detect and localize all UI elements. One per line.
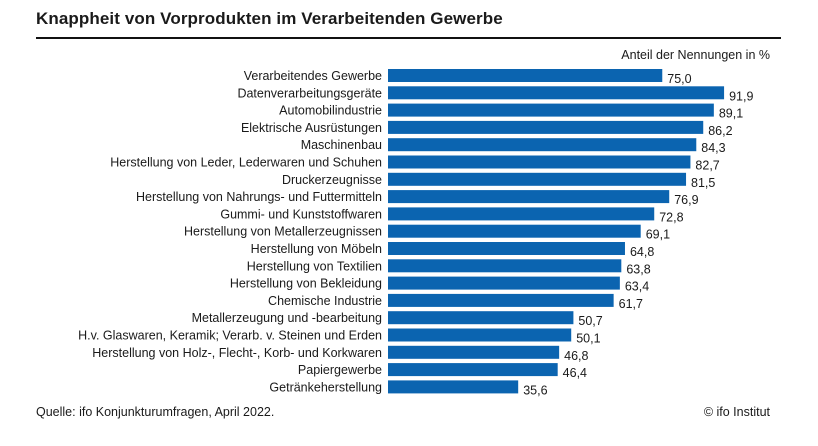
bar	[388, 86, 725, 100]
category-label: Herstellung von Nahrungs- und Futtermitt…	[136, 190, 382, 204]
bar	[388, 120, 704, 134]
value-label: 46,4	[563, 366, 587, 380]
value-label: 75,0	[667, 72, 691, 86]
value-label: 50,1	[576, 332, 600, 346]
category-label: Herstellung von Holz-, Flecht-, Korb- un…	[92, 346, 382, 360]
category-label: Druckerzeugnisse	[282, 173, 382, 187]
bar	[388, 190, 670, 204]
value-label: 72,8	[659, 210, 683, 224]
bar	[388, 259, 622, 273]
bar	[388, 224, 641, 238]
category-label: Herstellung von Metallerzeugnissen	[184, 225, 382, 239]
bar	[388, 155, 691, 169]
category-label: H.v. Glaswaren, Keramik; Verarb. v. Stei…	[78, 329, 382, 343]
bar	[388, 328, 572, 342]
category-label: Verarbeitendes Gewerbe	[244, 69, 382, 83]
bar	[388, 293, 614, 307]
category-label: Metallerzeugung und -bearbeitung	[192, 311, 382, 325]
bar	[388, 345, 560, 359]
bar	[388, 363, 558, 377]
value-label: 63,4	[625, 280, 649, 294]
category-label: Automobilindustrie	[279, 104, 382, 118]
bar	[388, 311, 574, 325]
value-label: 76,9	[674, 193, 698, 207]
bar	[388, 207, 655, 221]
copyright-note: © ifo Institut	[703, 405, 770, 419]
value-label: 61,7	[619, 297, 643, 311]
category-label: Elektrische Ausrüstungen	[241, 121, 382, 135]
value-label: 46,8	[564, 349, 588, 363]
chart-title: Knappheit von Vorprodukten im Verarbeite…	[36, 9, 503, 28]
category-label: Maschinenbau	[301, 138, 382, 152]
value-label: 63,8	[626, 262, 650, 276]
value-label: 81,5	[691, 176, 715, 190]
category-label: Herstellung von Möbeln	[251, 242, 382, 256]
value-label: 82,7	[695, 159, 719, 173]
value-label: 50,7	[578, 314, 602, 328]
category-label: Papiergewerbe	[298, 363, 382, 377]
value-label: 35,6	[523, 383, 547, 397]
value-label: 91,9	[729, 89, 753, 103]
unit-label: Anteil der Nennungen in %	[621, 48, 770, 62]
value-label: 89,1	[719, 107, 743, 121]
value-label: 86,2	[708, 124, 732, 138]
bar	[388, 172, 687, 186]
bar	[388, 69, 663, 82]
title-divider	[36, 37, 781, 39]
bar	[388, 242, 625, 255]
bar	[388, 138, 697, 152]
bar	[388, 276, 620, 290]
category-label: Getränkeherstellung	[269, 380, 382, 394]
bar	[388, 380, 519, 394]
value-label: 69,1	[646, 228, 670, 242]
category-label: Chemische Industrie	[268, 294, 382, 308]
value-label: 84,3	[701, 141, 725, 155]
source-note: Quelle: ifo Konjunkturumfragen, April 20…	[36, 405, 275, 419]
category-label: Herstellung von Textilien	[247, 259, 382, 273]
category-label: Gummi- und Kunststoffwaren	[220, 207, 382, 221]
bar-group: Verarbeitendes Gewerbe 75,0 Datenverarbeit…	[78, 69, 753, 397]
category-label: Herstellung von Bekleidung	[230, 277, 382, 291]
value-label: 64,8	[630, 245, 654, 259]
category-label: Datenverarbeitungsgeräte	[237, 86, 382, 100]
bar	[388, 103, 714, 117]
category-label: Herstellung von Leder, Lederwaren und Sc…	[110, 156, 382, 170]
